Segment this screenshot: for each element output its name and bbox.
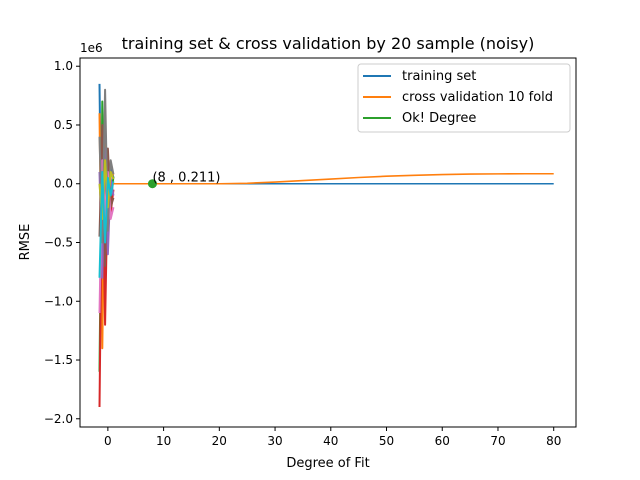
y-tick-label: 0.5 — [54, 118, 73, 132]
noise-fit-curve — [98, 170, 115, 278]
x-tick-label: 30 — [267, 434, 282, 448]
legend-box — [357, 63, 571, 133]
plot-area: (8 , 0.211) — [98, 83, 554, 408]
x-tick-label: 60 — [435, 434, 450, 448]
y-tick-label: −1.5 — [44, 353, 73, 367]
legend-label: Ok! Degree — [402, 111, 476, 126]
x-tick-label: 40 — [323, 434, 338, 448]
y-tick-label: −0.5 — [44, 236, 73, 250]
x-tick-label: 50 — [379, 434, 394, 448]
optimal-degree-marker — [147, 179, 157, 189]
x-tick-label: 0 — [104, 434, 112, 448]
y-tick-label: −2.0 — [44, 412, 73, 426]
optimal-degree-annotation: (8 , 0.211) — [152, 171, 220, 186]
y-axis-label: RMSE — [18, 224, 33, 261]
legend-label: training set — [402, 69, 476, 84]
y-tick-label: 0.0 — [54, 177, 73, 191]
axes: 0 10 20 30 40 50 60 70 80 −2.0 −1.5 −1.0 −0.5 0.0 0.5 1… — [44, 57, 577, 448]
y-tick-label: 1.0 — [54, 59, 73, 73]
y-tick-label: −1.0 — [44, 294, 73, 308]
y-offset-label: 1e6 — [80, 41, 103, 55]
series-line — [113, 172, 554, 185]
legend-label: cross validation 10 fold — [402, 90, 553, 105]
x-tick-label: 20 — [212, 434, 227, 448]
x-tick-label: 80 — [546, 434, 561, 448]
x-tick-label: 70 — [490, 434, 505, 448]
x-tick-label: 10 — [156, 434, 171, 448]
chart-title: training set & cross validation by 20 sa… — [122, 34, 535, 53]
x-axis-label: Degree of Fit — [286, 456, 369, 471]
legend: training set cross validation 10 fold Ok! … — [357, 63, 571, 133]
